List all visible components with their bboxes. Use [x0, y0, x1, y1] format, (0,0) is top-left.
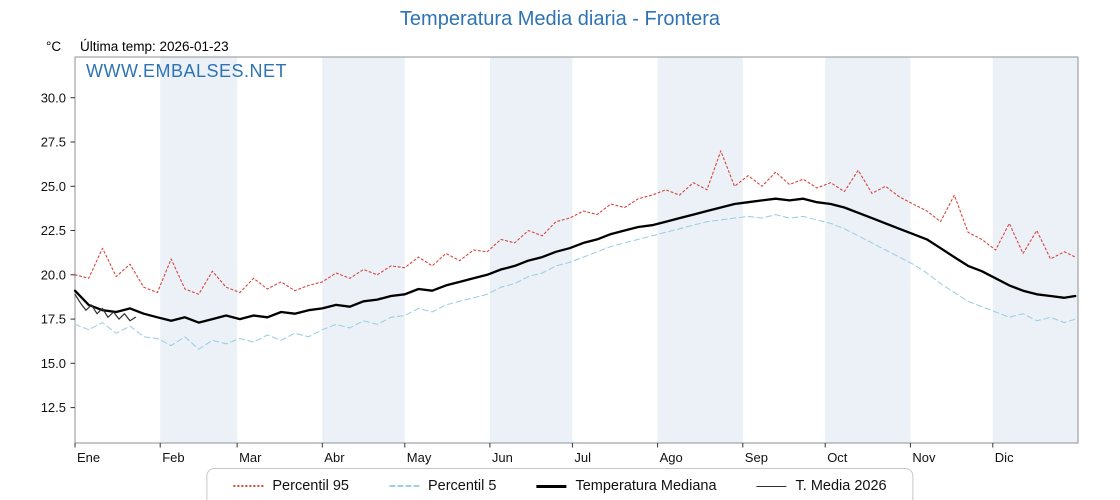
- legend-label-temperatura-mediana: Temperatura Mediana: [575, 478, 717, 494]
- legend-label-percentil-95: Percentil 95: [272, 478, 349, 494]
- y-tick-label: 27.5: [41, 135, 66, 150]
- legend-line-percentil-95: [233, 485, 264, 487]
- month-band: [992, 57, 1078, 443]
- series-line-0: [74, 150, 1076, 295]
- x-tick-label: Feb: [162, 450, 184, 465]
- legend-line-t-media-2026: [756, 485, 787, 487]
- y-tick-label: 17.5: [41, 312, 66, 327]
- x-tick-label: Sep: [745, 450, 768, 465]
- legend-item-t-media-2026: T. Media 2026: [756, 478, 887, 494]
- x-tick-label: Jun: [492, 450, 513, 465]
- legend-label-percentil-5: Percentil 5: [427, 478, 497, 494]
- month-band: [825, 57, 911, 443]
- plot-border: [74, 56, 1079, 444]
- x-tick-label: Ene: [77, 450, 100, 465]
- series-line-1: [74, 214, 1076, 350]
- y-tick-label: 25.0: [41, 179, 66, 194]
- legend-label-t-media-2026: T. Media 2026: [795, 478, 887, 494]
- x-tick-label: May: [407, 450, 432, 465]
- series-line-3: [74, 293, 137, 322]
- x-tick-label: Nov: [912, 450, 936, 465]
- month-band: [322, 57, 405, 443]
- x-tick-label: Ago: [660, 450, 683, 465]
- chart-title: Temperatura Media diaria - Frontera: [399, 8, 721, 30]
- watermark-text: WWW.EMBALSES.NET: [86, 61, 288, 81]
- y-axis-unit-label: °C: [46, 39, 62, 54]
- y-tick-label: 20.0: [41, 267, 66, 282]
- last-temp-label: Última temp: 2026-01-23: [80, 39, 229, 54]
- legend-line-percentil-5: [388, 485, 419, 487]
- y-tick-label: 22.5: [41, 223, 66, 238]
- y-tick-label: 12.5: [41, 400, 66, 415]
- x-tick-label: Abr: [324, 450, 345, 465]
- chart-legend: Percentil 95 Percentil 5 Temperatura Med…: [206, 468, 914, 500]
- x-tick-label: Dic: [995, 450, 1014, 465]
- legend-item-percentil-95: Percentil 95: [233, 478, 349, 494]
- month-band: [160, 57, 238, 443]
- x-tick-label: Mar: [239, 450, 262, 465]
- x-tick-label: Oct: [827, 450, 848, 465]
- legend-item-percentil-5: Percentil 5: [388, 478, 497, 494]
- y-tick-label: 30.0: [41, 90, 66, 105]
- y-tick-label: 15.0: [41, 356, 66, 371]
- month-band: [657, 57, 743, 443]
- series-line-2: [73, 197, 1077, 324]
- x-tick-label: Jul: [574, 450, 591, 465]
- legend-line-temperatura-mediana: [536, 484, 567, 488]
- legend-item-temperatura-mediana: Temperatura Mediana: [536, 478, 717, 494]
